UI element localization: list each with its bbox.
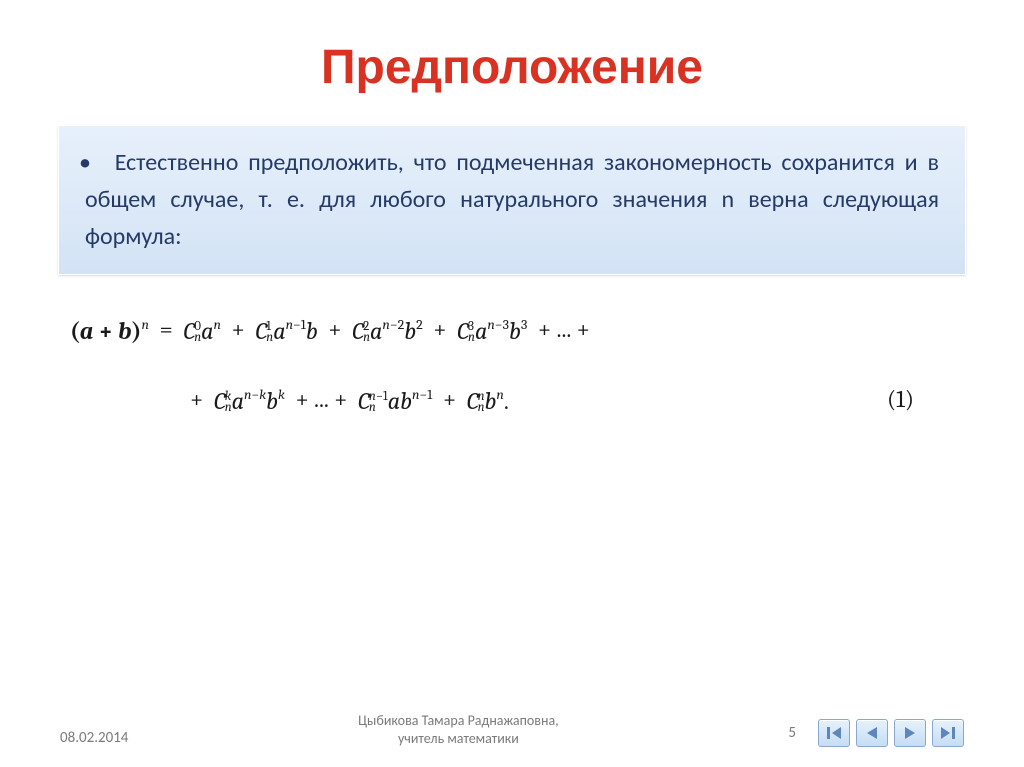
- first-icon: [826, 726, 842, 740]
- nav-prev-button[interactable]: [856, 719, 888, 747]
- slide: Предположение Естественно предположить, …: [0, 0, 1024, 767]
- nav-first-button[interactable]: [818, 719, 850, 747]
- footer-date: 08.02.2014: [60, 729, 128, 747]
- body-text: Естественно предположить, что подмеченна…: [85, 144, 939, 256]
- footer: 08.02.2014 Цыбикова Тамара Раднажаповна,…: [0, 712, 1024, 747]
- footer-author-line2: учитель математики: [358, 730, 559, 748]
- formula-line-1: (a + b)n = C0nan + C1nan−1b + C2nan−2b2 …: [70, 315, 964, 375]
- next-icon: [903, 726, 917, 740]
- nav-last-button[interactable]: [932, 719, 964, 747]
- footer-author: Цыбикова Тамара Раднажаповна, учитель ма…: [358, 712, 559, 747]
- last-icon: [940, 726, 956, 740]
- nav-next-button[interactable]: [894, 719, 926, 747]
- formula-line-2: + Cknan−kbk + ... + Cn−1nabn−1 + Cnnbn. …: [70, 385, 964, 445]
- slide-title: Предположение: [50, 40, 974, 95]
- body-box: Естественно предположить, что подмеченна…: [58, 125, 966, 275]
- footer-page-number: 5: [788, 724, 796, 742]
- formula-area: (a + b)n = C0nan + C1nan−1b + C2nan−2b2 …: [50, 305, 974, 445]
- equation-number: (1): [887, 385, 914, 413]
- nav-buttons: [818, 719, 964, 747]
- prev-icon: [865, 726, 879, 740]
- footer-author-line1: Цыбикова Тамара Раднажаповна,: [358, 712, 559, 730]
